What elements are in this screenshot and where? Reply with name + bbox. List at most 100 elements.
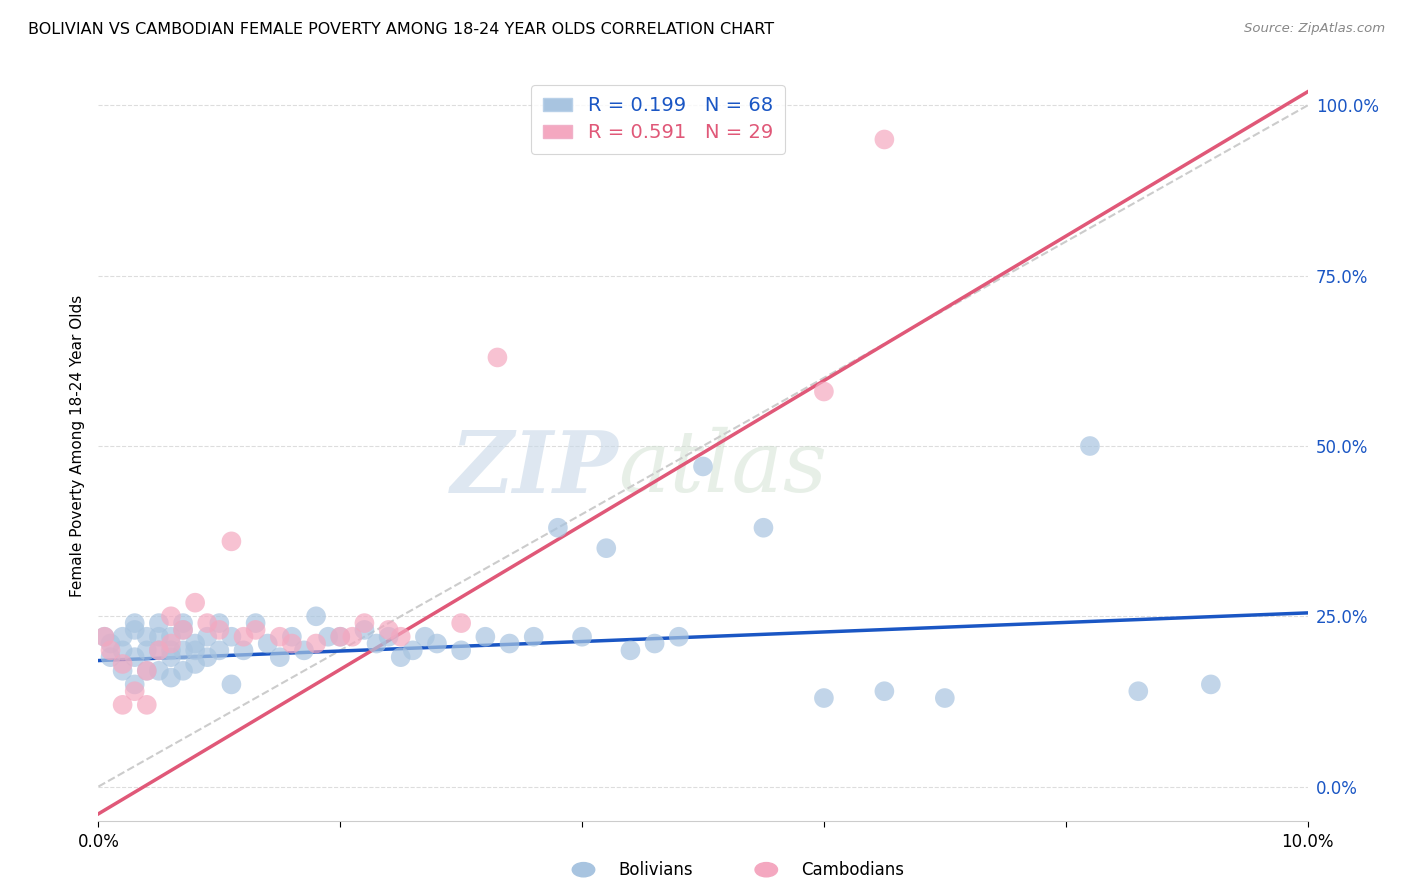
Point <box>1128 684 1150 698</box>
Point <box>377 630 399 644</box>
Point <box>934 691 956 706</box>
Point <box>172 616 194 631</box>
Text: BOLIVIAN VS CAMBODIAN FEMALE POVERTY AMONG 18-24 YEAR OLDS CORRELATION CHART: BOLIVIAN VS CAMBODIAN FEMALE POVERTY AMO… <box>28 22 775 37</box>
Point <box>498 636 520 650</box>
Point <box>1199 677 1222 691</box>
Point <box>353 616 375 631</box>
Point <box>619 643 641 657</box>
Point <box>523 630 546 644</box>
Point <box>208 643 231 657</box>
Point <box>172 664 194 678</box>
Point <box>160 636 183 650</box>
Point <box>547 521 569 535</box>
Point <box>195 650 218 665</box>
Point <box>195 630 218 644</box>
Point <box>644 636 666 650</box>
Text: atlas: atlas <box>619 427 828 510</box>
Point <box>402 643 425 657</box>
Point <box>124 623 146 637</box>
Point <box>232 643 254 657</box>
Point <box>184 657 207 671</box>
Point <box>292 643 315 657</box>
Point <box>329 630 352 644</box>
Point <box>111 698 134 712</box>
Point <box>221 534 243 549</box>
Point <box>305 636 328 650</box>
Point <box>450 616 472 631</box>
Text: Cambodians: Cambodians <box>801 861 904 879</box>
Point <box>93 630 115 644</box>
Point <box>269 630 291 644</box>
Point <box>232 630 254 644</box>
Point <box>135 630 157 644</box>
Point <box>172 623 194 637</box>
Point <box>124 677 146 691</box>
Point <box>124 616 146 631</box>
Point <box>184 596 207 610</box>
Point <box>184 636 207 650</box>
Text: Source: ZipAtlas.com: Source: ZipAtlas.com <box>1244 22 1385 36</box>
Point <box>813 384 835 399</box>
Point <box>148 630 170 644</box>
Point <box>100 636 122 650</box>
Point <box>100 643 122 657</box>
Point <box>100 650 122 665</box>
Point <box>281 636 304 650</box>
Legend: R = 0.199   N = 68, R = 0.591   N = 29: R = 0.199 N = 68, R = 0.591 N = 29 <box>531 85 785 154</box>
Point <box>148 643 170 657</box>
Point <box>377 623 399 637</box>
Point <box>389 630 412 644</box>
Point <box>148 616 170 631</box>
Point <box>413 630 436 644</box>
Point <box>184 643 207 657</box>
Point <box>172 623 194 637</box>
Point <box>342 630 364 644</box>
Point <box>595 541 617 556</box>
Point <box>486 351 509 365</box>
Point <box>195 616 218 631</box>
Point <box>305 609 328 624</box>
Point <box>111 664 134 678</box>
Point <box>111 643 134 657</box>
Point <box>269 650 291 665</box>
Point <box>752 521 775 535</box>
Point <box>160 671 183 685</box>
Point <box>135 664 157 678</box>
Point <box>1078 439 1101 453</box>
Point <box>873 132 896 146</box>
Point <box>160 609 183 624</box>
Point <box>813 691 835 706</box>
Point <box>160 643 183 657</box>
Point <box>256 636 278 650</box>
Point <box>221 630 243 644</box>
Y-axis label: Female Poverty Among 18-24 Year Olds: Female Poverty Among 18-24 Year Olds <box>69 295 84 597</box>
Point <box>474 630 496 644</box>
Point <box>135 698 157 712</box>
Point <box>160 630 183 644</box>
Point <box>148 643 170 657</box>
Point <box>389 650 412 665</box>
Point <box>124 684 146 698</box>
Point <box>135 643 157 657</box>
Point <box>111 630 134 644</box>
Point <box>208 616 231 631</box>
Point <box>160 650 183 665</box>
Point <box>245 623 267 637</box>
Point <box>873 684 896 698</box>
Point <box>281 630 304 644</box>
Point <box>668 630 690 644</box>
Point <box>245 616 267 631</box>
Point <box>353 623 375 637</box>
Point <box>124 650 146 665</box>
Point <box>692 459 714 474</box>
Text: ZIP: ZIP <box>450 426 619 510</box>
Point <box>93 630 115 644</box>
Point <box>426 636 449 650</box>
Point <box>135 664 157 678</box>
Point <box>172 643 194 657</box>
Point <box>450 643 472 657</box>
Point <box>111 657 134 671</box>
Point <box>366 636 388 650</box>
Point <box>148 664 170 678</box>
Point <box>208 623 231 637</box>
